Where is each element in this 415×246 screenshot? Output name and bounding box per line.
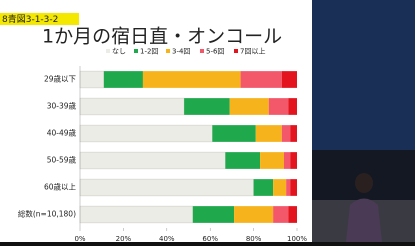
bar-segment — [230, 98, 269, 115]
y-tick-label: 総数(n=10,180) — [18, 209, 76, 219]
bar-segment — [80, 206, 193, 223]
bar-segment — [225, 152, 260, 169]
y-tick-label: 60歳以上 — [44, 182, 77, 192]
bar-segment — [256, 125, 282, 142]
bar-segment — [269, 98, 289, 115]
bar-segment — [288, 98, 297, 115]
y-tick-label: 40-49歳 — [47, 128, 77, 138]
bar-segment — [143, 71, 241, 88]
screen: 8青図3-1-3-2 1か月の宿日直・オンコール なし 1-2回 3-4回 5-6回 7… — [0, 0, 415, 242]
bar-segment — [234, 206, 273, 223]
bar-segment — [184, 98, 230, 115]
x-tick-label: 60% — [202, 235, 218, 242]
bar-segment — [80, 71, 104, 88]
legend-label: 1-2回 — [140, 48, 158, 56]
x-tick-label: 80% — [246, 235, 262, 242]
bar-segment — [80, 179, 254, 196]
y-tick-label: 30-39歳 — [47, 101, 77, 111]
bar-segment — [273, 206, 288, 223]
bar-segment — [104, 71, 143, 88]
bar-segment — [273, 179, 286, 196]
bar-segment — [284, 152, 291, 169]
bar-segment — [241, 71, 282, 88]
bar-segment — [260, 152, 284, 169]
y-tick-label: 50-59歳 — [47, 155, 77, 165]
stage-light — [312, 0, 415, 150]
chart-title: 1か月の宿日直・オンコール — [42, 26, 282, 48]
bar-segment — [282, 71, 297, 88]
x-tick-label: 40% — [159, 235, 175, 242]
bar-segment — [80, 98, 184, 115]
legend-label: 5-6回 — [206, 48, 224, 56]
bar-segment — [286, 179, 290, 196]
bar-segment — [254, 179, 274, 196]
slide-id: 8青図3-1-3-2 — [2, 13, 58, 25]
legend-label: なし — [112, 48, 126, 56]
y-tick-label: 29歳以下 — [44, 74, 77, 84]
legend-label: 7回以上 — [240, 47, 265, 56]
speaker-head — [355, 173, 373, 193]
legend-swatch — [134, 49, 138, 53]
bar-segment — [290, 152, 297, 169]
legend-swatch — [106, 49, 110, 53]
bar-segment — [80, 152, 225, 169]
bar-segment — [282, 125, 291, 142]
legend-swatch — [166, 49, 170, 53]
legend-swatch — [234, 49, 238, 53]
bar-segment — [193, 206, 234, 223]
speaker-body — [346, 199, 382, 243]
legend-swatch — [200, 49, 204, 53]
bar-segment — [290, 125, 297, 142]
bar-segment — [80, 125, 212, 142]
x-tick-label: 100% — [287, 235, 307, 242]
legend-label: 3-4回 — [172, 48, 190, 56]
bar-segment — [290, 179, 297, 196]
bar-segment — [212, 125, 255, 142]
x-tick-label: 0% — [74, 235, 85, 242]
x-tick-label: 20% — [116, 235, 132, 242]
bar-segment — [288, 206, 297, 223]
